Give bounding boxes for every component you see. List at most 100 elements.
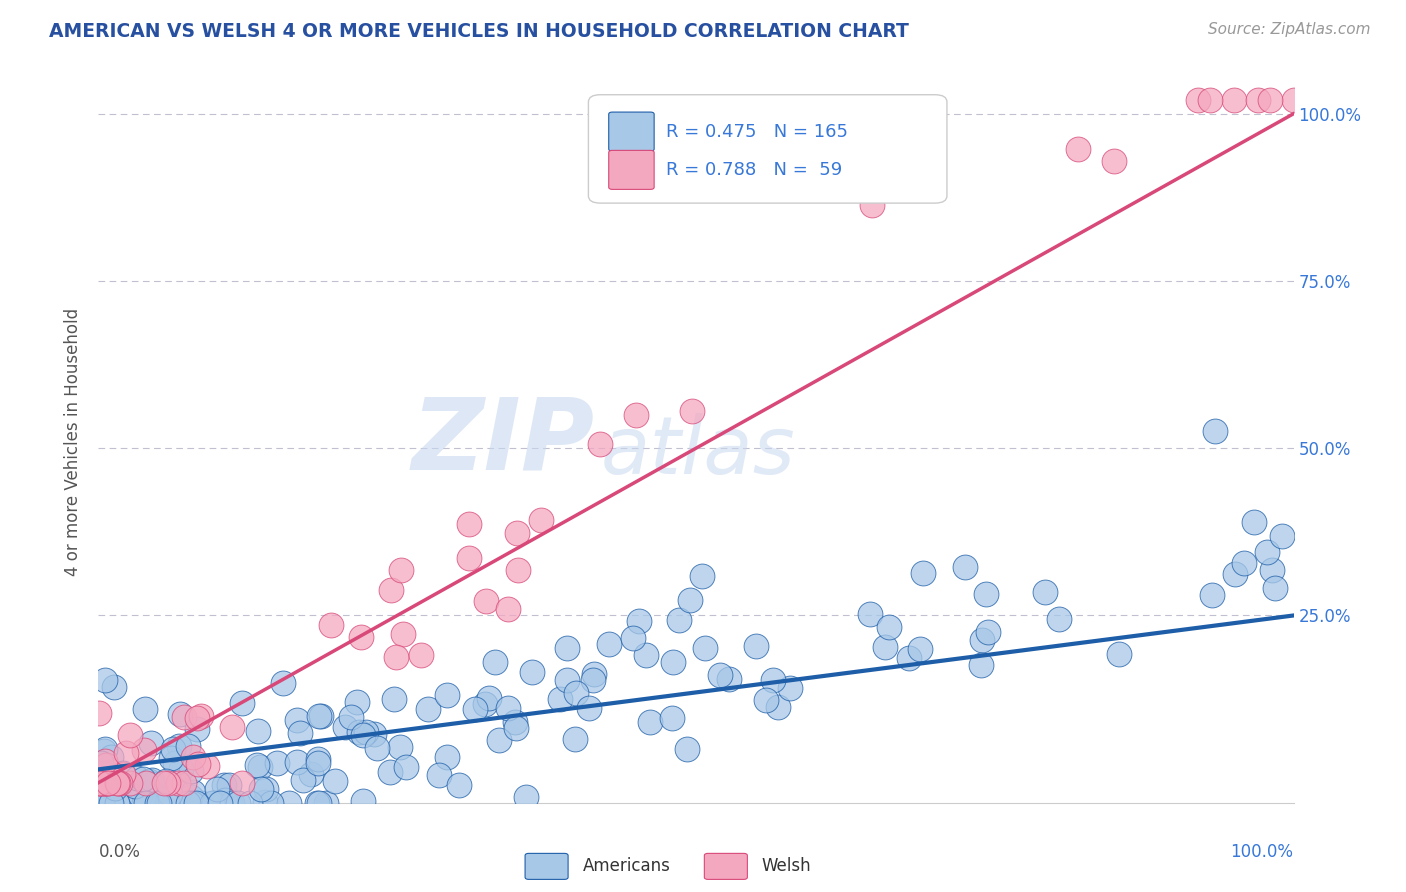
- Point: [94, 776, 117, 790]
- Point: [583, 667, 606, 681]
- Point: [416, 702, 439, 716]
- Point: [166, 785, 188, 799]
- Point: [484, 656, 506, 670]
- Point: [352, 794, 374, 808]
- Point: [247, 723, 270, 738]
- Point: [350, 630, 373, 644]
- Point: [104, 780, 127, 795]
- Point: [202, 796, 225, 810]
- Point: [755, 693, 778, 707]
- Point: [100, 796, 122, 810]
- Point: [94, 673, 117, 687]
- Point: [90, 796, 112, 810]
- Point: [321, 618, 343, 632]
- Point: [103, 680, 125, 694]
- Point: [505, 721, 527, 735]
- Point: [226, 796, 249, 810]
- Point: [1223, 94, 1246, 108]
- Point: [564, 686, 586, 700]
- Point: [474, 697, 496, 711]
- Point: [1104, 154, 1126, 169]
- Point: [676, 742, 699, 756]
- Point: [176, 796, 198, 810]
- Point: [709, 667, 731, 681]
- Point: [1187, 94, 1209, 108]
- Point: [970, 632, 993, 647]
- Point: [187, 756, 209, 771]
- Point: [124, 779, 146, 793]
- Point: [589, 437, 612, 451]
- Point: [112, 767, 135, 781]
- FancyBboxPatch shape: [609, 112, 654, 151]
- Point: [323, 773, 346, 788]
- Point: [155, 774, 177, 789]
- Point: [159, 751, 181, 765]
- FancyBboxPatch shape: [589, 95, 948, 203]
- Point: [291, 772, 314, 787]
- Point: [690, 569, 713, 583]
- Text: Americans: Americans: [582, 857, 671, 875]
- Point: [132, 772, 155, 786]
- Point: [173, 710, 195, 724]
- Point: [135, 776, 157, 790]
- Point: [340, 710, 363, 724]
- Point: [87, 796, 110, 810]
- Point: [89, 776, 111, 790]
- Point: [138, 773, 160, 788]
- Point: [1264, 581, 1286, 595]
- Point: [128, 789, 150, 803]
- Point: [860, 198, 883, 212]
- Point: [555, 641, 578, 656]
- Point: [1108, 647, 1130, 661]
- Point: [201, 796, 224, 810]
- Point: [530, 513, 553, 527]
- Point: [176, 739, 198, 753]
- Point: [352, 728, 374, 742]
- Point: [181, 784, 204, 798]
- Point: [898, 650, 921, 665]
- Point: [695, 641, 717, 656]
- Point: [388, 740, 411, 755]
- Point: [221, 796, 243, 810]
- Point: [148, 796, 170, 810]
- Point: [146, 796, 169, 810]
- Point: [475, 594, 498, 608]
- Point: [366, 741, 388, 756]
- Point: [186, 796, 208, 810]
- FancyBboxPatch shape: [524, 854, 568, 880]
- Point: [308, 708, 330, 723]
- Point: [382, 691, 405, 706]
- Point: [254, 795, 277, 809]
- Point: [955, 560, 977, 574]
- Point: [94, 776, 117, 790]
- Point: [464, 702, 486, 716]
- Point: [1256, 545, 1278, 559]
- Point: [169, 739, 191, 753]
- Point: [354, 725, 377, 739]
- Point: [378, 765, 401, 780]
- Point: [506, 526, 529, 541]
- Point: [449, 778, 471, 792]
- Point: [506, 563, 529, 577]
- Point: [621, 632, 644, 646]
- Point: [626, 408, 648, 422]
- Point: [307, 752, 329, 766]
- Point: [582, 673, 605, 687]
- Point: [132, 742, 155, 756]
- Point: [93, 776, 115, 790]
- Point: [766, 700, 789, 714]
- Point: [249, 760, 271, 774]
- Point: [169, 763, 191, 777]
- Point: [118, 728, 141, 742]
- Point: [128, 777, 150, 791]
- Point: [180, 764, 202, 778]
- Point: [100, 750, 122, 764]
- Point: [134, 702, 156, 716]
- Text: ZIP: ZIP: [412, 393, 595, 490]
- Point: [94, 758, 117, 772]
- FancyBboxPatch shape: [609, 151, 654, 189]
- FancyBboxPatch shape: [704, 854, 748, 880]
- Text: Source: ZipAtlas.com: Source: ZipAtlas.com: [1208, 22, 1371, 37]
- Point: [679, 592, 702, 607]
- Point: [661, 711, 683, 725]
